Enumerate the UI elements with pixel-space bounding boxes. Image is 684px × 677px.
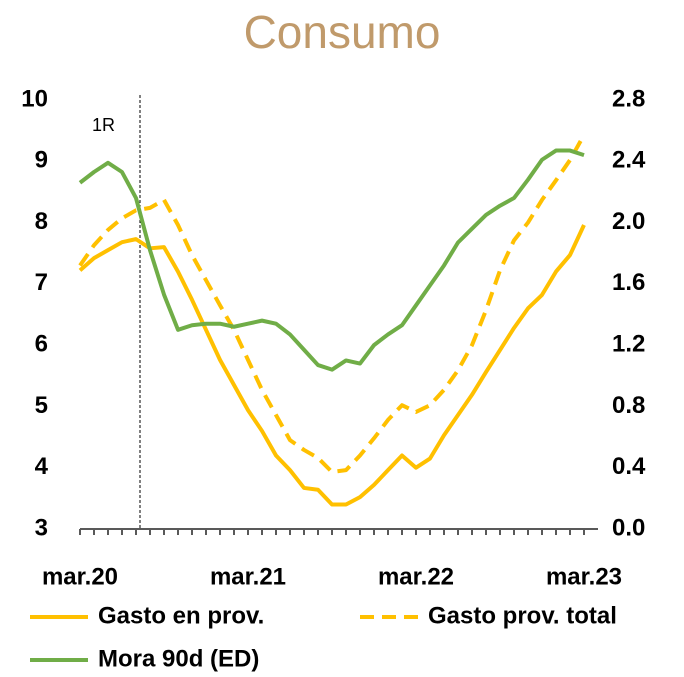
x-tick-label: mar.21 [210,563,286,590]
legend-label: Gasto en prov. [98,602,264,629]
y2-tick-label: 0.4 [612,453,646,480]
y-tick-label: 8 [35,208,48,235]
x-tick-label: mar.22 [378,563,454,590]
y2-tick-label: 1.6 [612,269,645,296]
series-line [78,148,585,372]
y-tick-label: 5 [35,392,48,419]
legend-label: Gasto prov. total [428,602,617,629]
legend-label: Mora 90d (ED) [98,645,259,672]
y2-tick-label: 2.8 [612,85,645,112]
y2-tick-label: 0.0 [612,514,645,541]
x-tick-label: mar.20 [42,563,118,590]
chart-title: Consumo [244,6,441,58]
y-tick-label: 10 [21,85,48,112]
y-tick-label: 3 [35,514,48,541]
y-tick-label: 4 [35,453,49,480]
y2-tick-label: 1.2 [612,330,645,357]
y2-tick-label: 0.8 [612,392,645,419]
annotation: 1R [92,115,115,135]
series-line [78,224,586,507]
y2-tick-label: 2.4 [612,147,646,174]
y-tick-label: 9 [35,147,48,174]
series-line [78,133,586,475]
x-tick-label: mar.23 [546,563,622,590]
y2-tick-label: 2.0 [612,208,645,235]
y-tick-label: 7 [35,269,48,296]
y-tick-label: 6 [35,330,48,357]
